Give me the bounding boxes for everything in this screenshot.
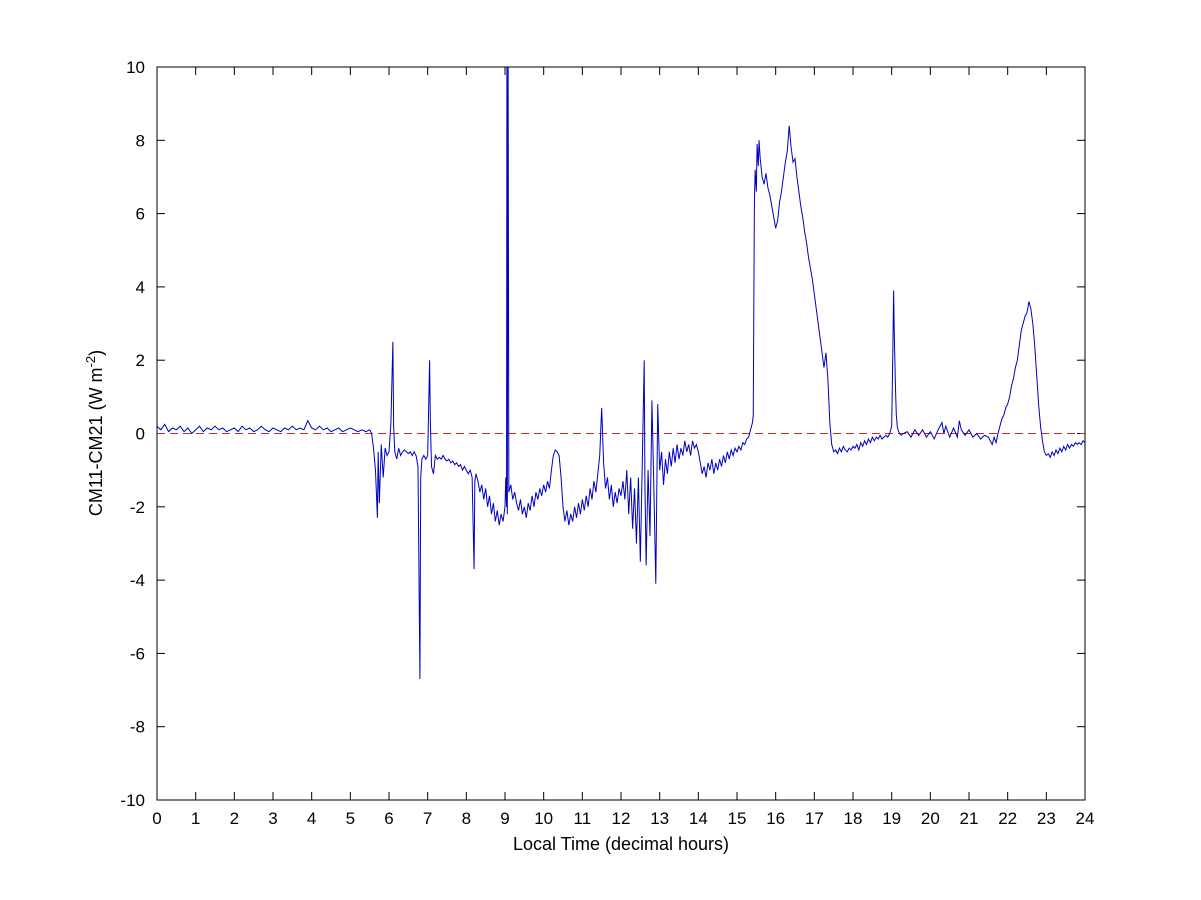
x-tick-label: 15 xyxy=(728,809,747,828)
y-tick-label: -2 xyxy=(130,498,145,517)
y-tick-label: -4 xyxy=(130,571,145,590)
x-tick-label: 17 xyxy=(805,809,824,828)
y-axis-label: CM11-CM21 (W m-2) xyxy=(83,350,107,516)
x-tick-label: 22 xyxy=(998,809,1017,828)
y-axis-label-superscript: -2 xyxy=(83,355,98,368)
y-tick-label: 4 xyxy=(136,278,145,297)
x-tick-label: 11 xyxy=(574,809,592,828)
y-axis-label-text: CM11-CM21 (W m xyxy=(86,367,106,517)
y-tick-label: 8 xyxy=(136,131,145,150)
y-tick-label: -10 xyxy=(120,791,145,810)
x-tick-label: 7 xyxy=(423,809,432,828)
plot-border xyxy=(156,66,1086,801)
x-tick-label: 21 xyxy=(960,809,979,828)
y-tick-label: -8 xyxy=(130,718,145,737)
x-tick-label: 2 xyxy=(230,809,239,828)
x-tick-label: 24 xyxy=(1076,809,1095,828)
x-tick-label: 14 xyxy=(689,809,708,828)
x-tick-label: 13 xyxy=(650,809,669,828)
y-axis-label-suffix: ) xyxy=(86,349,106,356)
y-tick-label: 0 xyxy=(136,425,145,444)
x-tick-label: 4 xyxy=(307,809,316,828)
y-tick-label: 2 xyxy=(136,351,145,370)
x-tick-label: 0 xyxy=(152,809,161,828)
x-tick-label: 1 xyxy=(191,809,200,828)
x-tick-label: 5 xyxy=(346,809,355,828)
x-axis-label: Local Time (decimal hours) xyxy=(512,834,730,854)
x-tick-label: 19 xyxy=(882,809,901,828)
y-tick-label: -6 xyxy=(130,644,145,663)
x-tick-label: 18 xyxy=(844,809,863,828)
x-tick-label: 16 xyxy=(766,809,785,828)
x-tick-label: 6 xyxy=(384,809,393,828)
x-tick-label: 23 xyxy=(1037,809,1056,828)
y-tick-label: 6 xyxy=(136,205,145,224)
y-tick-label: 10 xyxy=(126,58,145,77)
x-tick-label: 8 xyxy=(462,809,471,828)
x-tick-label: 12 xyxy=(612,809,631,828)
data-series-line xyxy=(157,67,1085,680)
x-tick-label: 3 xyxy=(268,809,277,828)
x-tick-label: 10 xyxy=(534,809,553,828)
x-tick-label: 20 xyxy=(921,809,940,828)
x-tick-label: 9 xyxy=(500,809,509,828)
